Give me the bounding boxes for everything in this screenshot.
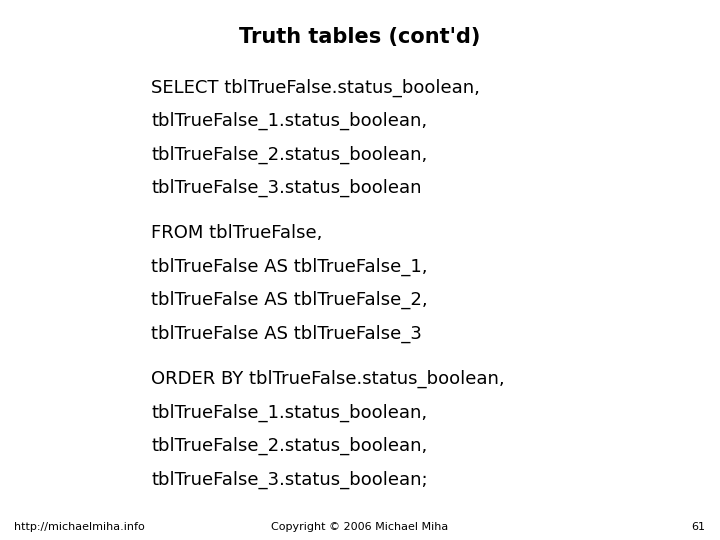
Text: tblTrueFalse AS tblTrueFalse_1,: tblTrueFalse AS tblTrueFalse_1, <box>151 258 428 276</box>
Text: tblTrueFalse_3.status_boolean;: tblTrueFalse_3.status_boolean; <box>151 470 428 489</box>
Text: Truth tables (cont'd): Truth tables (cont'd) <box>239 27 481 47</box>
Text: Copyright © 2006 Michael Miha: Copyright © 2006 Michael Miha <box>271 522 449 532</box>
Text: tblTrueFalse AS tblTrueFalse_3: tblTrueFalse AS tblTrueFalse_3 <box>151 325 422 343</box>
Text: tblTrueFalse_3.status_boolean: tblTrueFalse_3.status_boolean <box>151 179 422 197</box>
Text: http://michaelmiha.info: http://michaelmiha.info <box>14 522 145 532</box>
Text: tblTrueFalse_1.status_boolean,: tblTrueFalse_1.status_boolean, <box>151 112 428 130</box>
Text: SELECT tblTrueFalse.status_boolean,: SELECT tblTrueFalse.status_boolean, <box>151 78 480 97</box>
Text: tblTrueFalse_2.status_boolean,: tblTrueFalse_2.status_boolean, <box>151 437 428 455</box>
Text: 61: 61 <box>692 522 706 532</box>
Text: ORDER BY tblTrueFalse.status_boolean,: ORDER BY tblTrueFalse.status_boolean, <box>151 370 505 388</box>
Text: tblTrueFalse_2.status_boolean,: tblTrueFalse_2.status_boolean, <box>151 145 428 164</box>
Text: tblTrueFalse_1.status_boolean,: tblTrueFalse_1.status_boolean, <box>151 403 428 422</box>
Text: tblTrueFalse AS tblTrueFalse_2,: tblTrueFalse AS tblTrueFalse_2, <box>151 291 428 309</box>
Text: FROM tblTrueFalse,: FROM tblTrueFalse, <box>151 224 323 242</box>
